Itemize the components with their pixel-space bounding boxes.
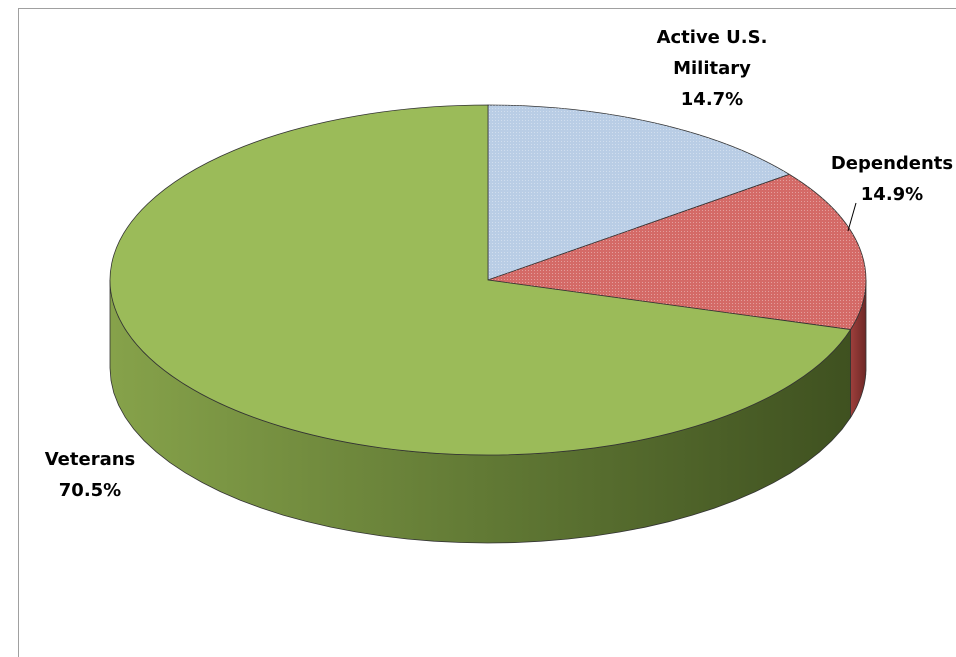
slice-texture — [488, 105, 790, 280]
chart-border — [18, 8, 956, 657]
data-label: Active U.S. Military 14.7% — [632, 22, 792, 115]
data-label: Veterans 70.5% — [20, 444, 160, 506]
data-label: Dependents 14.9% — [822, 148, 956, 210]
value-label: 14.9% — [860, 184, 924, 205]
value-label: 70.5% — [58, 480, 122, 501]
category-label: Active U.S. Military — [656, 27, 768, 79]
value-label: 14.7% — [680, 89, 744, 110]
slice — [109, 104, 852, 456]
category-label: Dependents — [830, 153, 954, 174]
leader-line — [847, 202, 857, 232]
slice-texture — [488, 174, 866, 330]
category-label: Veterans — [44, 449, 136, 470]
pie — [109, 104, 867, 544]
